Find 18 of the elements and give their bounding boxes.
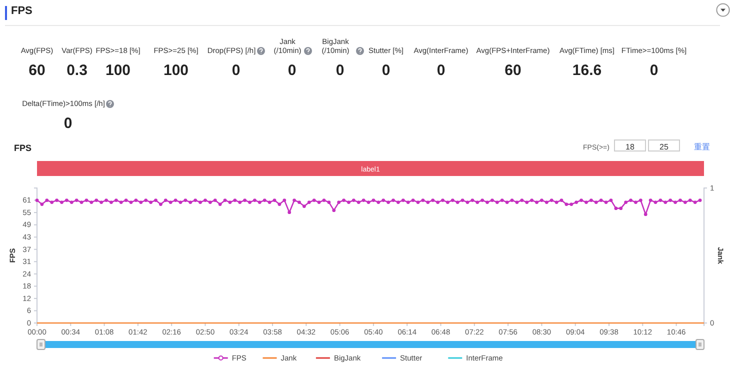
text: 60 — [504, 62, 522, 79]
text: 60 — [28, 62, 46, 79]
text: 100 — [105, 62, 131, 79]
text: 25 — [660, 142, 669, 152]
text: 0 — [648, 62, 660, 79]
text: 0 — [380, 62, 392, 79]
text: 0 — [286, 62, 298, 79]
text: 0 — [334, 62, 346, 79]
text: 0 — [230, 62, 242, 79]
text: 0 — [436, 62, 446, 79]
text: 18 — [626, 142, 635, 152]
text: 0.3 — [66, 62, 88, 79]
text: 0 — [62, 115, 74, 132]
text: 100 — [162, 62, 190, 79]
text: 重置 — [694, 142, 710, 152]
chart-title: FPS — [14, 143, 32, 153]
text: 16.6 — [571, 62, 603, 79]
text: FPS — [11, 5, 32, 17]
